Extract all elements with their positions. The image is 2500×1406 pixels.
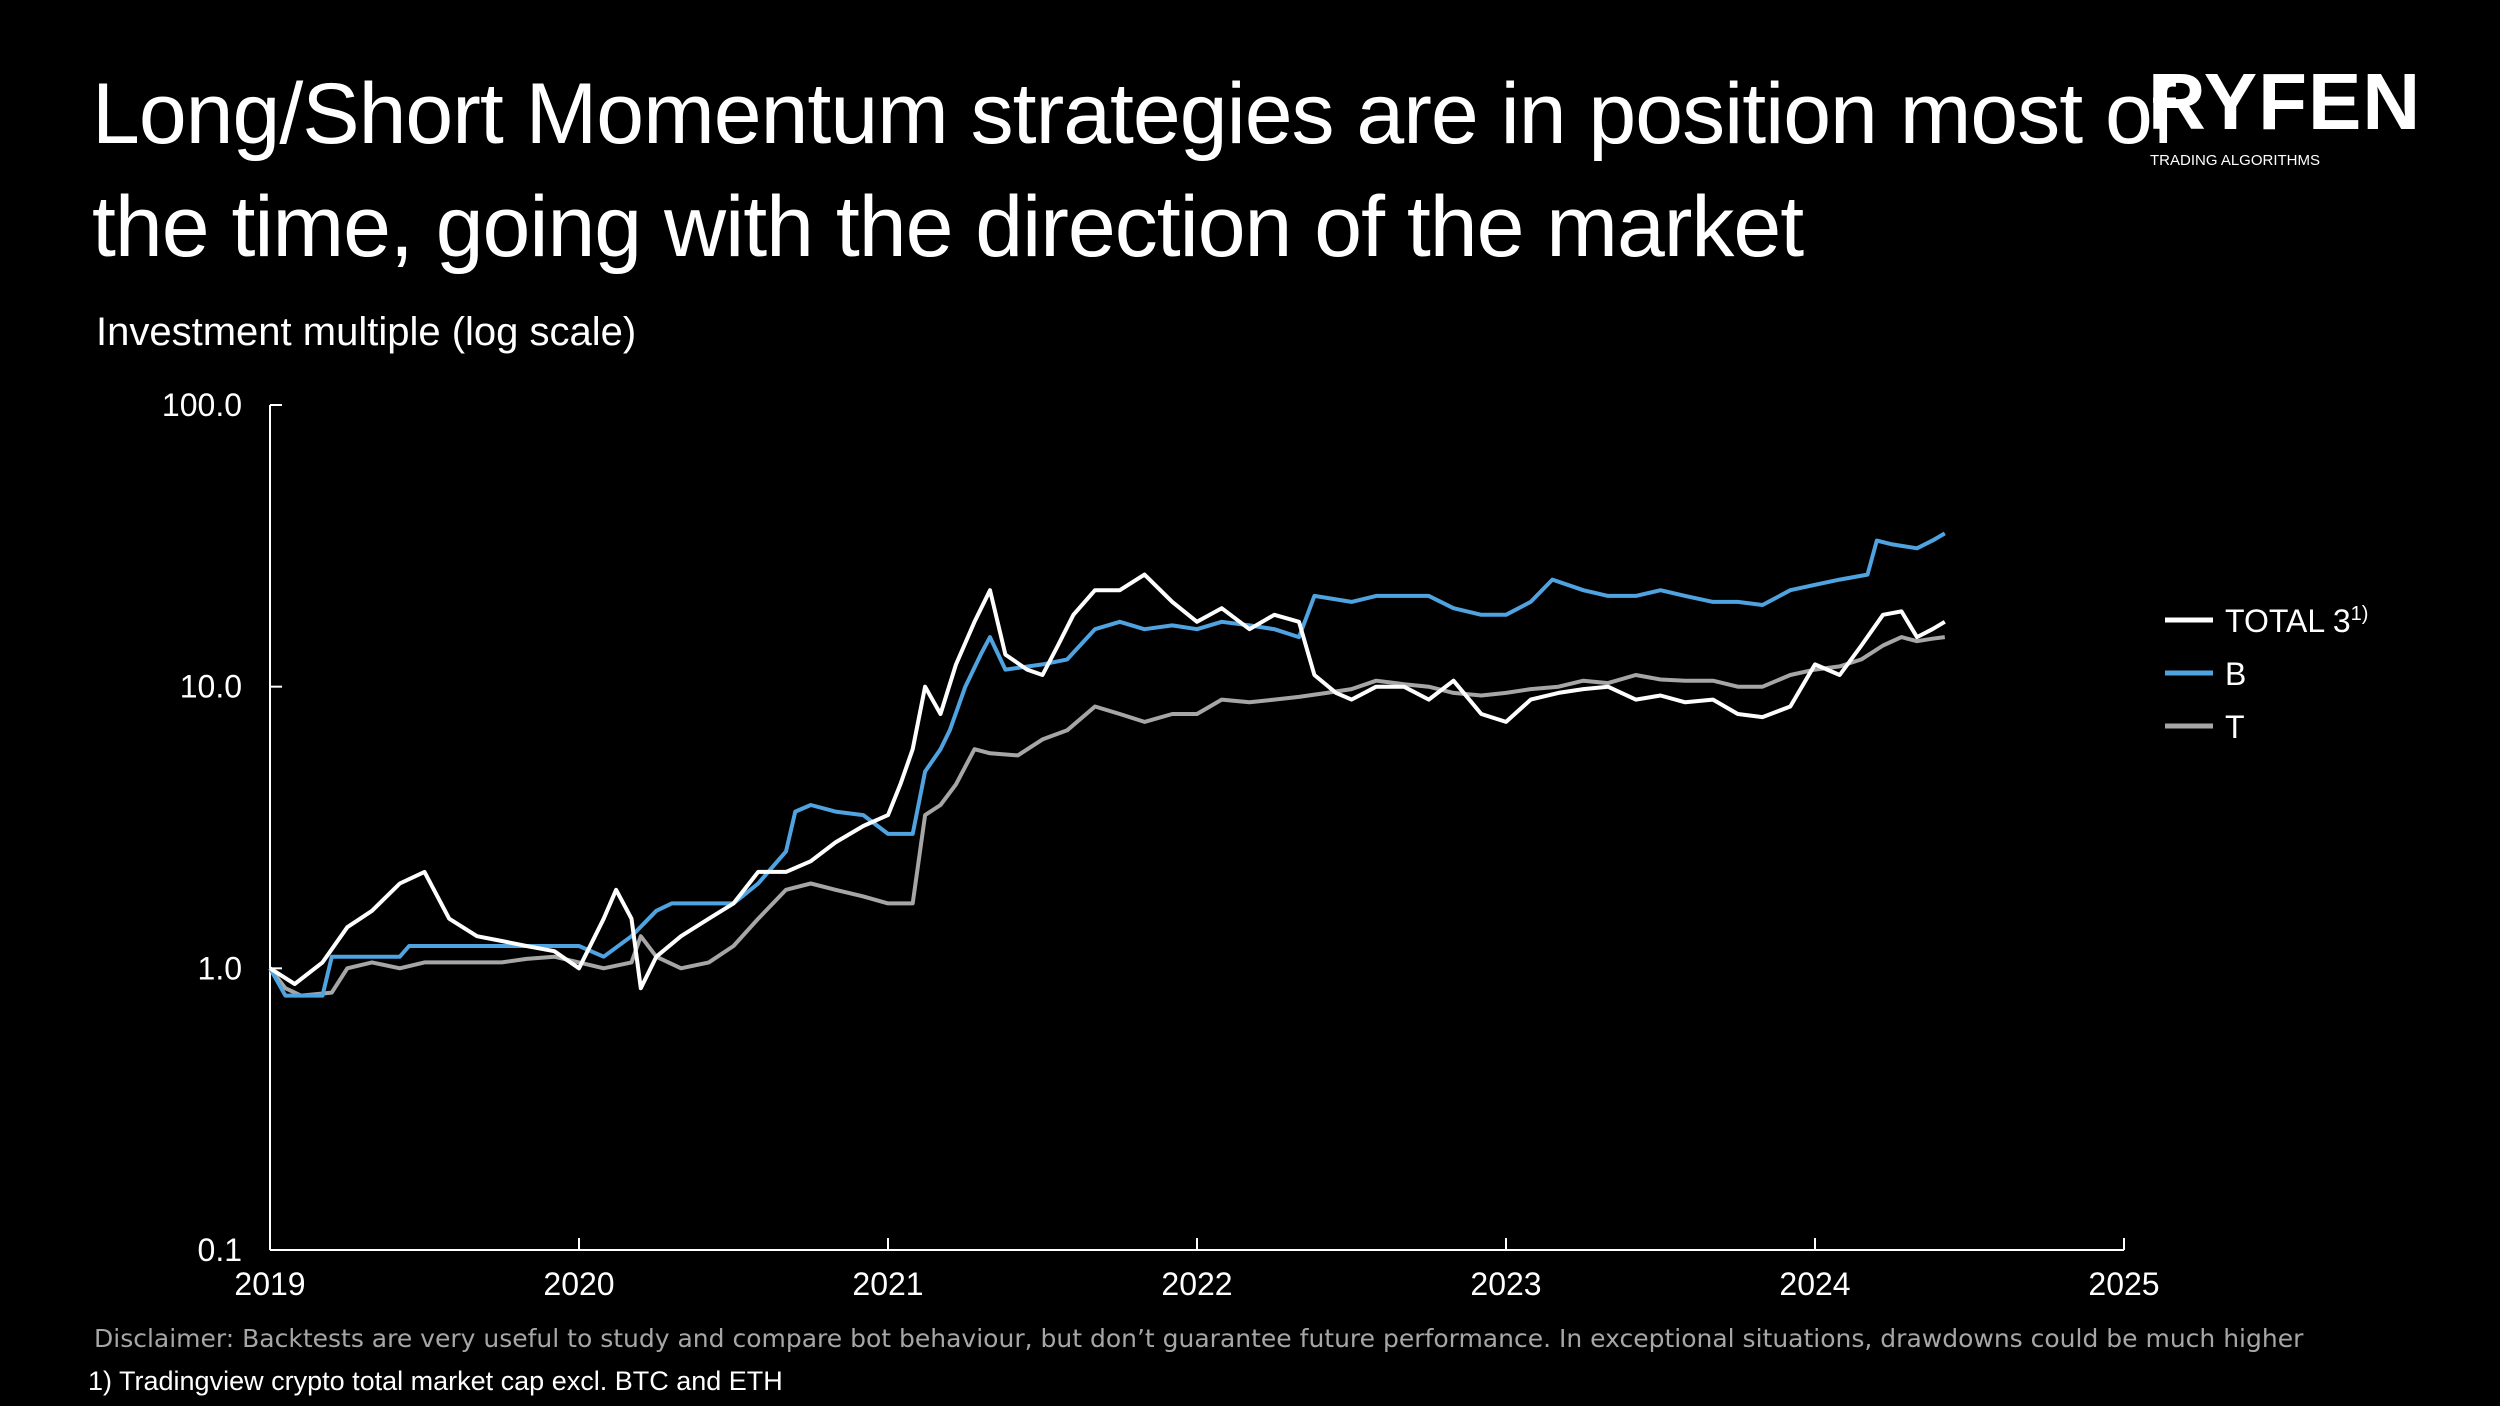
x-tick-label: 2025	[2088, 1266, 2159, 1302]
y-tick-label: 100.0	[162, 387, 242, 423]
series-line-b	[268, 531, 1946, 998]
legend-label: TOTAL 31)	[2225, 603, 2368, 639]
y-tick-label: 1.0	[198, 950, 242, 986]
legend-label: B	[2225, 656, 2246, 692]
title-line-2: the time, going with the direction of th…	[92, 179, 1804, 275]
x-tick-label: 2019	[234, 1266, 305, 1302]
chart-axes: 0.1 1.0 10.0 100.0 2019 2020 2021 2022 2023 2024 2…	[162, 387, 2160, 1302]
x-tick-label: 2024	[1779, 1266, 1850, 1302]
footnote-text: 1) Tradingview crypto total market cap e…	[88, 1366, 783, 1396]
chart-subtitle: Investment multiple (log scale)	[96, 310, 637, 354]
chart-legend: TOTAL 31) BT	[2165, 603, 2368, 745]
logo-tagline: TRADING ALGORITHMS	[2150, 152, 2321, 169]
x-tick-label: 2020	[543, 1266, 614, 1302]
chart-series-lines	[268, 531, 1946, 998]
title-line-1: Long/Short Momentum strategies are in po…	[92, 66, 2176, 162]
legend-label: T	[2225, 709, 2245, 745]
logo-wordmark: RYFEN	[2148, 57, 2422, 146]
x-tick-label: 2023	[1470, 1266, 1541, 1302]
slide-title: Long/Short Momentum strategies are in po…	[92, 58, 2176, 284]
y-tick-label: 0.1	[198, 1232, 242, 1268]
disclaimer-text: Disclaimer: Backtests are very useful to…	[94, 1324, 2304, 1353]
brand-logo: RYFEN TRADING ALGORITHMS	[2148, 56, 2421, 169]
x-tick-label: 2022	[1161, 1266, 1232, 1302]
legend-superscript: 1)	[2351, 603, 2369, 625]
series-line-total-3	[268, 572, 1946, 991]
y-tick-label: 10.0	[180, 669, 242, 705]
x-tick-label: 2021	[852, 1266, 923, 1302]
series-line-t	[268, 635, 1946, 998]
